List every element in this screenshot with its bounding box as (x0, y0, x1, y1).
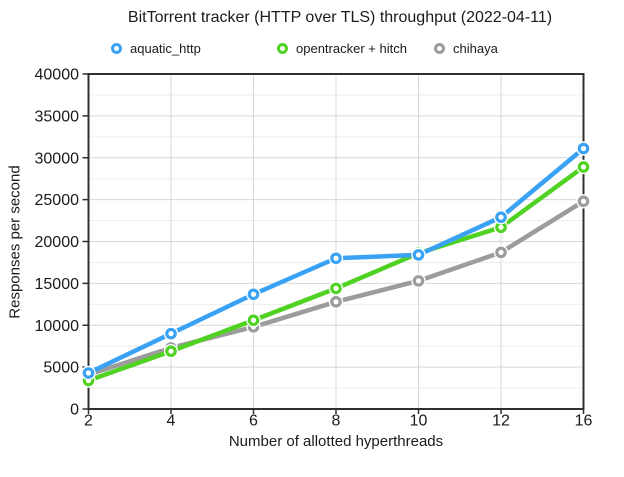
plot-grid (88, 74, 584, 409)
data-point-marker (576, 194, 591, 209)
legend-label-aquatic-http: aquatic_http (130, 41, 201, 56)
data-point-marker (411, 273, 426, 289)
legend-item-aquatic-http: aquatic_http (111, 41, 201, 56)
y-tick-label: 25000 (35, 192, 80, 209)
data-point-marker (163, 326, 179, 341)
data-point-marker (246, 287, 261, 302)
plot-border (87, 73, 585, 410)
data-point-marker (576, 141, 591, 156)
y-axis-title: Responses per second (6, 165, 24, 319)
x-axis-title: Number of allotted hyperthreads (228, 433, 444, 450)
legend-ring-marker-icon (434, 43, 445, 54)
x-tick-label: 4 (167, 413, 176, 430)
data-point-marker (328, 294, 344, 309)
x-tick-label: 2 (84, 413, 93, 430)
y-tick-label: 15000 (35, 276, 80, 293)
x-tick-label: 16 (575, 413, 593, 430)
y-tick-labels: 0 5000 10000 15000 20000 25000 30000 35000 40000 (35, 67, 80, 419)
data-point-marker (576, 159, 591, 175)
legend-item-opentracker-hitch: opentracker + hitch (277, 41, 407, 56)
y-tick-label: 20000 (35, 234, 80, 251)
y-tick-label: 5000 (43, 360, 79, 377)
data-point-marker (328, 251, 344, 266)
legend-ring-marker-icon (111, 43, 122, 54)
y-tick-label: 40000 (35, 67, 80, 84)
legend-label-opentracker-hitch: opentracker + hitch (296, 41, 407, 56)
chart-title: BitTorrent tracker (HTTP over TLS) throu… (127, 9, 553, 26)
y-tick-label: 30000 (35, 150, 80, 167)
y-tick-label: 35000 (35, 108, 80, 125)
series-aquatic-http (81, 141, 591, 381)
legend-label-chihaya: chihaya (453, 41, 498, 56)
legend-item-chihaya: chihaya (434, 41, 498, 56)
x-tick-label: 8 (332, 413, 341, 430)
data-point-marker (493, 245, 509, 260)
data-point-marker (493, 220, 509, 235)
data-point-marker (246, 313, 261, 328)
x-tick-label: 10 (410, 413, 428, 430)
x-tick-label: 12 (492, 413, 510, 430)
data-point-marker (493, 210, 509, 225)
y-tick-label: 10000 (35, 318, 80, 335)
data-point-marker (411, 247, 426, 263)
x-tick-labels: 2 4 6 8 10 12 16 (84, 413, 592, 430)
data-point-marker (328, 281, 344, 296)
y-tick-label: 0 (70, 402, 79, 419)
data-point-marker (163, 344, 179, 359)
x-tick-label: 6 (249, 413, 258, 430)
legend-ring-marker-icon (277, 43, 288, 54)
axis-ticks (82, 73, 585, 414)
data-point-marker (81, 365, 96, 381)
